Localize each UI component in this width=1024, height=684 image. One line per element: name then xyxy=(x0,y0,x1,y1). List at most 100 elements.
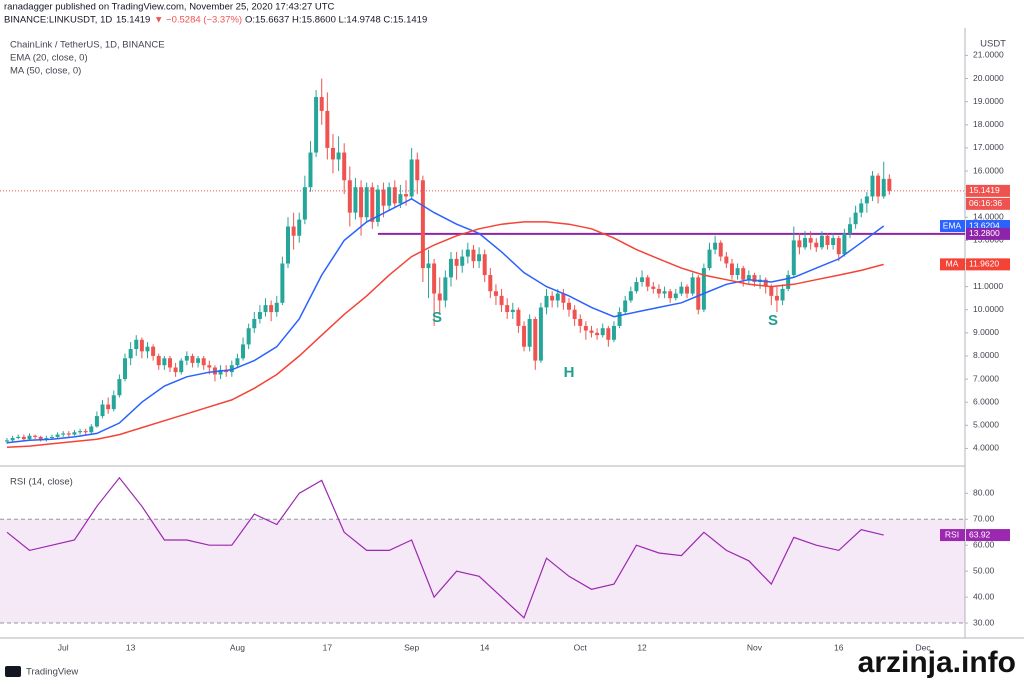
rsi-y-tick-label: 50.00 xyxy=(973,565,995,575)
tag-name: MA xyxy=(946,259,959,269)
candle-body xyxy=(842,233,847,255)
rsi-y-tick-label: 40.00 xyxy=(973,591,995,601)
candle-body xyxy=(392,187,397,204)
price-tag: 15.1419 xyxy=(969,185,1000,195)
candle-body xyxy=(808,238,813,243)
candle-body xyxy=(229,365,234,373)
candle-body xyxy=(701,268,706,310)
candle-body xyxy=(538,307,543,361)
candle-body xyxy=(123,358,128,380)
candle-body xyxy=(696,277,701,310)
candle-body xyxy=(83,431,88,433)
candle-body xyxy=(44,438,49,440)
candle-body xyxy=(94,416,99,427)
candle-body xyxy=(49,436,54,439)
x-tick-label: 12 xyxy=(637,642,647,652)
ohlc: O:15.6637 H:15.8600 L:14.9748 C:15.1419 xyxy=(245,15,427,26)
candle-body xyxy=(302,187,307,220)
candle-body xyxy=(741,268,746,280)
rsi-y-tick-label: 60.00 xyxy=(973,539,995,549)
rsi-band xyxy=(0,519,965,624)
candle-body xyxy=(859,203,864,213)
candle-body xyxy=(274,302,279,313)
candle-body xyxy=(550,295,555,301)
candle-body xyxy=(173,367,178,373)
y-tick-label: 16.0000 xyxy=(973,165,1004,175)
candle-body xyxy=(746,275,751,280)
candle-body xyxy=(257,312,262,319)
price-tag-bg xyxy=(966,184,1010,197)
price-tag: 11.9620 xyxy=(969,259,999,269)
candle-body xyxy=(190,355,195,363)
candle-body xyxy=(167,358,172,368)
candle-body xyxy=(426,263,431,269)
candle-body xyxy=(381,189,386,206)
candle-body xyxy=(353,187,358,213)
candle-body xyxy=(117,379,122,396)
candle-body xyxy=(752,275,757,282)
y-tick-label: 7.0000 xyxy=(973,373,999,383)
candle-body xyxy=(21,436,26,440)
rsi-y-tick-label: 30.00 xyxy=(973,617,995,627)
candle-body xyxy=(561,293,566,303)
logo-text: TradingView xyxy=(26,667,78,678)
candle-body xyxy=(814,242,819,248)
price-tag-bg xyxy=(966,258,1010,271)
candle-body xyxy=(533,318,538,361)
tag-name-bg xyxy=(940,220,965,233)
rsi-y-tick-label: 80.00 xyxy=(973,488,995,498)
candle-body xyxy=(707,249,712,269)
candle-body xyxy=(297,219,302,236)
candle-body xyxy=(106,404,111,410)
candle-body xyxy=(5,440,9,442)
candle-body xyxy=(10,438,15,441)
rsi-line xyxy=(6,476,884,619)
price-tag-bg xyxy=(966,529,1010,542)
candle-body xyxy=(848,224,852,234)
candle-body xyxy=(370,187,375,222)
candle-body xyxy=(668,291,673,299)
candle-body xyxy=(33,435,38,437)
candle-body xyxy=(66,433,71,435)
y-tick-label: 20.0000 xyxy=(973,73,1004,83)
candle-body xyxy=(477,254,482,262)
x-tick-label: Aug xyxy=(230,642,245,652)
last-price: 15.1419 xyxy=(116,15,150,26)
annotation: S xyxy=(432,309,442,326)
candle-body xyxy=(314,97,319,153)
candle-body xyxy=(196,358,201,363)
candle-body xyxy=(803,238,808,248)
candle-body xyxy=(145,346,150,352)
logo-icon xyxy=(5,666,21,677)
candle-body xyxy=(398,194,403,204)
candle-body xyxy=(583,325,588,331)
candle-body xyxy=(769,286,774,296)
x-tick-label: 17 xyxy=(323,642,333,652)
candle-body xyxy=(623,300,628,313)
candle-body xyxy=(100,404,105,417)
candle-body xyxy=(662,291,667,294)
candle-body xyxy=(134,339,139,350)
candle-body xyxy=(156,355,161,366)
candle-body xyxy=(448,258,453,278)
candle-body xyxy=(89,426,94,433)
candle-body xyxy=(640,277,645,282)
candle-body xyxy=(718,242,723,257)
candle-body xyxy=(763,279,768,287)
annotation: H xyxy=(564,364,575,381)
candle-body xyxy=(673,293,678,299)
annotation: S xyxy=(768,312,778,329)
candle-body xyxy=(404,194,409,197)
price-tag: 63.92 xyxy=(969,529,991,539)
candle-body xyxy=(774,295,779,301)
candle-body xyxy=(454,258,459,266)
watermark: arzinja.info xyxy=(858,646,1016,679)
candle-body xyxy=(207,365,212,368)
y-tick-label: 11.0000 xyxy=(973,281,1003,291)
candle-body xyxy=(252,318,257,329)
candle-body xyxy=(111,395,116,410)
candle-body xyxy=(516,309,521,326)
candle-body xyxy=(347,180,352,213)
publish-line: ranadagger published on TradingView.com,… xyxy=(4,2,335,13)
candle-body xyxy=(139,339,144,352)
